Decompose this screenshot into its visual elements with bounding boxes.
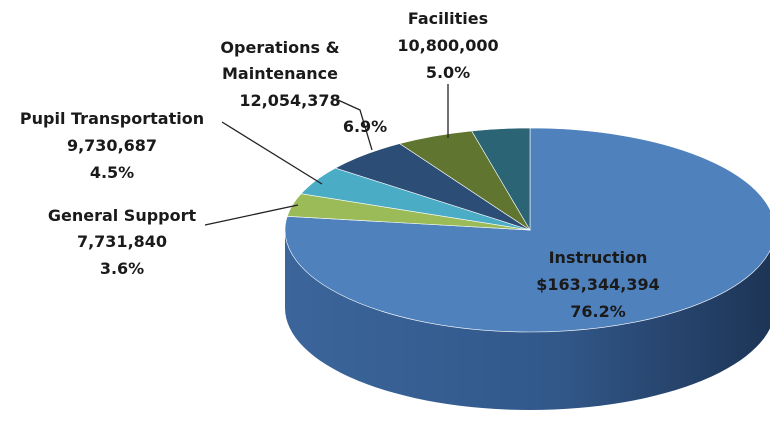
percent-label: 5.0% <box>425 63 471 82</box>
percent-label: 4.5% <box>89 163 135 182</box>
pie-side <box>285 230 770 410</box>
leader-line <box>221 121 323 185</box>
category-label: General Support <box>47 206 197 225</box>
value-label: 7,731,840 <box>76 232 168 251</box>
category-label: Instruction <box>548 248 648 267</box>
pie-slice <box>471 127 531 232</box>
percent-label: 76.2% <box>570 302 626 321</box>
percent-label: 3.6% <box>99 259 145 278</box>
category-label: Operations & Maintenance <box>220 38 340 83</box>
leader-line <box>204 204 299 226</box>
category-label: Pupil Transportation <box>19 109 205 128</box>
value-label: 12,054,378 <box>239 91 341 110</box>
category-label: Facilities <box>407 9 489 28</box>
leader-line <box>337 99 373 151</box>
value-label: $163,344,394 <box>536 275 660 294</box>
value-label: 10,800,000 <box>397 36 499 55</box>
value-label: 9,730,687 <box>66 136 158 155</box>
percent-label: 6.9% <box>342 117 388 136</box>
